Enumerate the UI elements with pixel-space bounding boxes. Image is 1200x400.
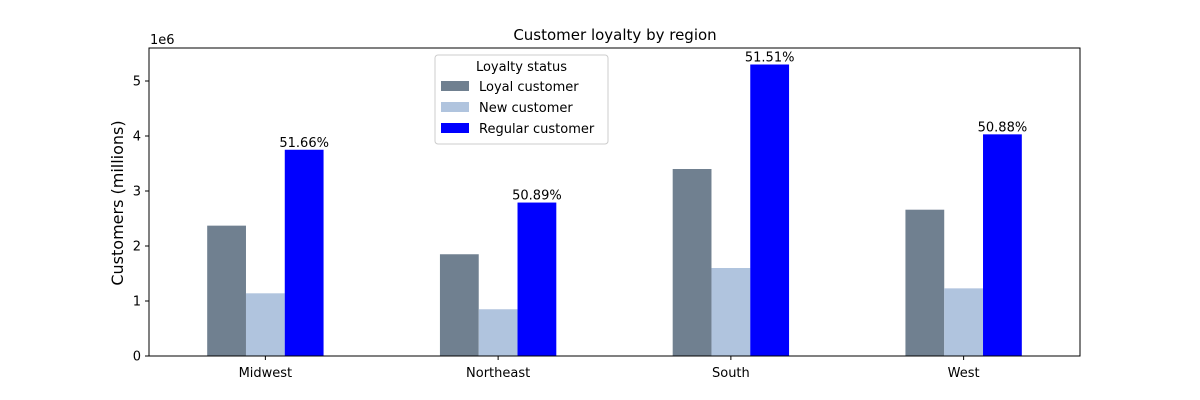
x-tick-label-south: South <box>712 366 750 381</box>
bar-regular-customer-northeast <box>517 202 557 356</box>
legend-label-new-customer: New customer <box>479 101 573 116</box>
legend-box <box>434 54 609 145</box>
legend-label-regular-customer: Regular customer <box>479 122 595 137</box>
data-label-northeast: 50.89% <box>512 189 562 204</box>
y-axis-label: Customers (millions) <box>108 120 127 285</box>
data-labels-group: 51.66% 50.89% 51.51% 50.88% <box>279 51 1027 204</box>
x-axis: Midwest Northeast South West <box>239 356 980 381</box>
bar-new-customer-south <box>711 268 751 356</box>
x-tick-label-midwest: Midwest <box>239 366 293 381</box>
legend-title: Loyalty status <box>476 60 567 75</box>
bar-new-customer-midwest <box>245 293 285 356</box>
bar-loyal-customer-northeast <box>439 254 479 356</box>
legend-items: Loyal customer New customer Regular custom… <box>441 80 595 137</box>
x-tick-label-northeast: Northeast <box>466 366 530 381</box>
bar-loyal-customer-south <box>672 169 712 356</box>
bar-new-customer-west <box>944 288 984 356</box>
y-axis: 0 1 2 3 4 5 <box>133 75 149 365</box>
y-tick-label: 3 <box>133 185 141 200</box>
legend-label-loyal-customer: Loyal customer <box>479 80 579 95</box>
bar-loyal-customer-midwest <box>207 225 246 356</box>
bar-regular-customer-west <box>983 134 1022 356</box>
legend: Loyalty status Loyal customer New custome… <box>434 54 609 145</box>
legend-swatch-new-customer <box>441 102 469 112</box>
y-axis-offset-label: 1e6 <box>150 33 175 48</box>
bars-group <box>207 64 1022 356</box>
data-label-west: 50.88% <box>978 120 1028 135</box>
bar-new-customer-northeast <box>478 309 518 356</box>
y-tick-label: 0 <box>133 350 141 365</box>
bar-regular-customer-midwest <box>284 149 324 356</box>
y-tick-label: 1 <box>133 295 141 310</box>
data-label-south: 51.51% <box>745 51 795 66</box>
plot-frame <box>148 47 1081 357</box>
x-tick-label-west: West <box>948 366 980 381</box>
chart-title: Customer loyalty by region <box>513 26 716 44</box>
legend-swatch-regular-customer <box>441 123 469 133</box>
y-tick-label: 4 <box>133 130 141 145</box>
bar-loyal-customer-west <box>905 209 945 356</box>
y-tick-label: 5 <box>133 75 141 90</box>
bar-regular-customer-south <box>750 64 790 356</box>
data-label-midwest: 51.66% <box>279 136 329 151</box>
legend-swatch-loyal-customer <box>441 81 469 91</box>
y-tick-label: 2 <box>133 240 141 255</box>
